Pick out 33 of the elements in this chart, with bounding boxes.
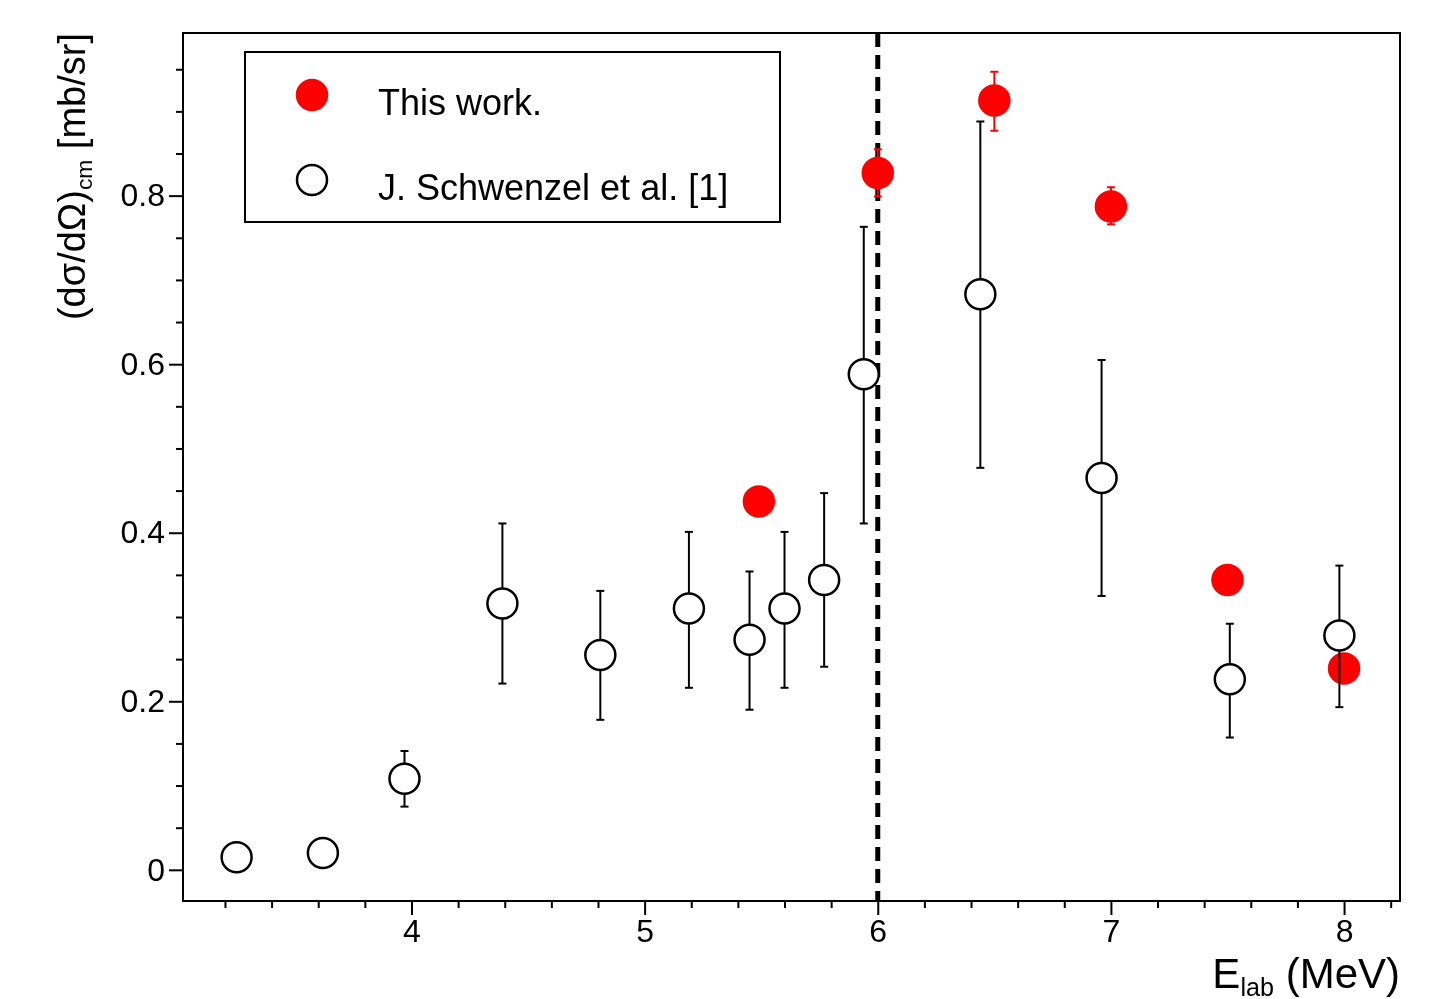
- y-tick-label: 0.8: [120, 177, 165, 214]
- legend-label: J. Schwenzel et al. [1]: [378, 167, 729, 208]
- point: [978, 84, 1011, 117]
- point: [584, 638, 617, 672]
- x-tick-label: 5: [636, 912, 655, 949]
- point: [220, 840, 253, 874]
- point: [388, 762, 421, 796]
- point: [964, 277, 997, 311]
- x-tick-label: 8: [1335, 912, 1354, 949]
- y-tick-label: 0.2: [120, 683, 165, 720]
- point: [486, 587, 519, 620]
- point: [733, 623, 766, 657]
- y-tick-label: 0: [147, 851, 165, 888]
- point: [861, 156, 895, 190]
- point: [847, 358, 881, 391]
- x-axis-title: E$_{lab}$ (MeV): [1212, 950, 1400, 999]
- point: [672, 592, 706, 625]
- point: [1211, 563, 1244, 597]
- point: [306, 836, 340, 870]
- y-tick-label: 0.4: [120, 514, 165, 551]
- point: [1094, 190, 1128, 223]
- point: [1213, 663, 1247, 696]
- point: [1085, 461, 1118, 495]
- y-tick-label: 0.6: [120, 345, 165, 382]
- legend-label: This work.: [378, 82, 543, 123]
- point: [1323, 619, 1356, 652]
- x-tick-label: 7: [1102, 912, 1121, 949]
- x-tick-label: 4: [403, 912, 421, 949]
- point: [807, 563, 841, 597]
- point: [1327, 652, 1361, 685]
- x-tick-label: 6: [869, 912, 888, 949]
- point: [768, 592, 801, 625]
- point: [742, 485, 776, 518]
